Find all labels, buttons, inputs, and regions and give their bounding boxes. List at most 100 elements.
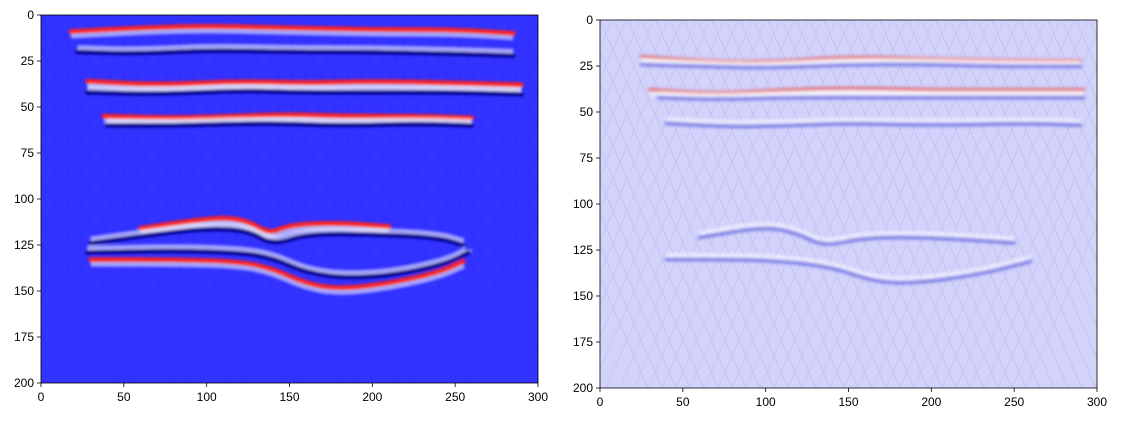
x-tick-label: 300 [528, 390, 548, 404]
y-tick-label: 150 [573, 289, 593, 303]
texture-streak [502, 15, 538, 98]
reflector-halo [107, 116, 472, 127]
texture-streak [424, 121, 538, 383]
texture-streak [54, 15, 216, 383]
y-tick-label: 200 [14, 376, 34, 390]
texture-streak [172, 15, 334, 383]
texture-streak [787, 20, 949, 388]
x-tick-label: 300 [1087, 395, 1107, 409]
texture-streak [600, 20, 739, 339]
texture-streak [256, 15, 418, 383]
texture-streak [759, 20, 921, 388]
texture-streak [801, 20, 963, 388]
reflector-negative-7 [664, 257, 1033, 284]
texture-streak [605, 20, 767, 388]
texture-streak [82, 15, 244, 383]
texture-streak [1047, 20, 1097, 135]
texture-streak [600, 20, 655, 146]
texture-streak [102, 15, 264, 383]
reflector-halo [666, 117, 1081, 127]
diffraction-texture [41, 15, 538, 383]
y-tick-label: 125 [573, 243, 593, 257]
texture-streak [1118, 20, 1125, 388]
texture-streak [600, 20, 761, 388]
texture-streak [879, 20, 1041, 388]
texture-streak [41, 271, 90, 383]
texture-streak [41, 206, 118, 383]
y-tick-label: 125 [14, 238, 34, 252]
texture-streak [438, 154, 538, 383]
texture-streak [214, 15, 376, 383]
texture-streak [913, 20, 1075, 388]
reflectors [639, 55, 1086, 284]
texture-streak [46, 15, 208, 383]
texture-streak [969, 94, 1097, 388]
texture-streak [41, 15, 110, 173]
texture-streak [96, 15, 258, 383]
x-tick-label: 0 [597, 395, 604, 409]
texture-streak [284, 15, 446, 383]
texture-streak [460, 15, 538, 194]
reflector-positive-3 [648, 87, 1086, 95]
texture-streak [41, 15, 152, 270]
reflector-halo [87, 244, 471, 278]
texture-streak [753, 20, 915, 388]
texture-streak [857, 20, 1019, 388]
texture-streak [236, 15, 398, 383]
x-tick-label: 150 [838, 395, 858, 409]
texture-streak [390, 15, 538, 355]
texture-streak [1025, 223, 1097, 388]
texture-streak [767, 20, 929, 388]
reflectors [68, 24, 524, 295]
texture-streak [110, 15, 272, 383]
texture-streak [711, 20, 873, 388]
texture-streak [1033, 20, 1097, 167]
reflector-positive-7 [137, 215, 392, 234]
texture-streak [829, 20, 991, 388]
texture-streak [41, 110, 160, 383]
texture-streak [466, 218, 538, 383]
texture-streak [955, 62, 1097, 388]
reflector-halo [666, 253, 1032, 283]
texture-streak [488, 15, 538, 130]
y-tick-label: 100 [14, 192, 34, 206]
texture-streak [88, 15, 250, 383]
texture-streak [725, 20, 887, 388]
x-tick-label: 200 [362, 390, 382, 404]
texture-streak [795, 20, 957, 388]
y-tick-label: 150 [14, 284, 34, 298]
texture-streak [41, 142, 146, 383]
texture-streak [843, 20, 1005, 388]
texture-streak [815, 20, 977, 388]
reflector-halo [90, 222, 465, 246]
texture-streak [600, 20, 697, 243]
reflector-positive-3 [84, 78, 524, 88]
texture-streak [334, 15, 496, 383]
texture-streak [865, 20, 1027, 388]
reflector-halo [77, 43, 514, 57]
texture-streak [41, 15, 180, 334]
texture-streak [619, 20, 781, 388]
texture-streak [731, 20, 893, 388]
reflector-positive-1 [68, 24, 516, 36]
texture-streak [633, 20, 795, 388]
reflector-negative-8 [88, 226, 466, 248]
texture-streak [703, 20, 865, 388]
texture-streak [124, 15, 286, 383]
texture-streak [837, 20, 999, 388]
x-tick-label: 100 [197, 390, 217, 404]
texture-streak [60, 15, 222, 383]
texture-streak [669, 20, 831, 388]
reflector-negative-6 [105, 121, 474, 128]
texture-streak [396, 57, 538, 383]
texture-streak [41, 15, 202, 383]
texture-streak [1104, 20, 1125, 388]
texture-streak [655, 20, 817, 388]
texture-streak [376, 15, 538, 383]
reflector-negative-2 [639, 62, 1082, 69]
texture-streak [871, 20, 1033, 388]
reflector-halo [641, 58, 1081, 68]
texture-streak [68, 15, 230, 383]
texture-streak [340, 15, 502, 383]
texture-streak [270, 15, 432, 383]
